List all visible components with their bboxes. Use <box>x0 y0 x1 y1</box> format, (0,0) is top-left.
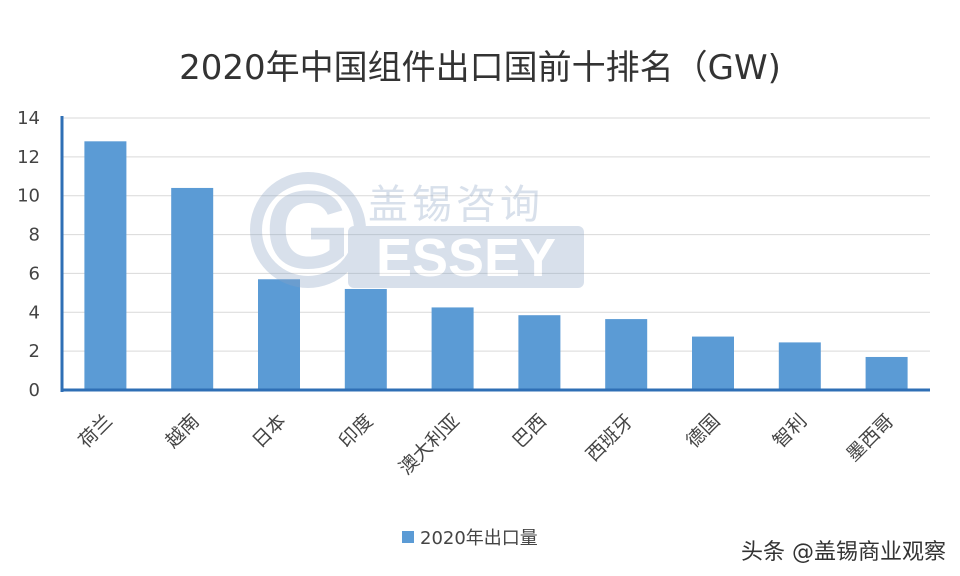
x-tick-label: 印度 <box>335 410 377 452</box>
bar <box>344 288 387 390</box>
x-tick-label: 越南 <box>161 410 203 452</box>
x-tick-label: 巴西 <box>508 410 550 452</box>
chart-title: 2020年中国组件出口国前十排名（GW) <box>179 48 781 88</box>
x-tick-label: 德国 <box>682 410 724 452</box>
y-tick-label: 6 <box>29 263 40 284</box>
bar <box>692 336 734 390</box>
bar <box>84 141 127 390</box>
x-tick-label: 日本 <box>248 410 290 452</box>
y-tick-label: 12 <box>17 147 40 168</box>
axes <box>60 116 930 392</box>
axis-labels: 0 2 4 6 8 10 12 14 荷兰 越南 日本 印度 澳大利亚 巴西 西班牙 德国 智利 墨西哥 <box>17 108 898 479</box>
legend-label: 2020年出口量 <box>420 528 538 549</box>
x-tick-label: 荷兰 <box>74 410 116 452</box>
y-tick-label: 8 <box>29 225 40 246</box>
x-tick-label: 澳大利亚 <box>395 410 464 479</box>
bar <box>605 319 648 390</box>
y-tick-label: 10 <box>17 186 40 207</box>
x-tick-label: 智利 <box>769 410 811 452</box>
legend-swatch <box>402 531 414 543</box>
source-credit: 头条 @盖锡商业观察 <box>741 540 946 565</box>
x-tick-label: 西班牙 <box>582 410 638 466</box>
legend: 2020年出口量 <box>402 525 538 549</box>
y-tick-label: 2 <box>29 341 40 362</box>
x-tick-label: 墨西哥 <box>842 410 898 466</box>
bar <box>778 342 821 390</box>
bar <box>171 187 214 390</box>
y-tick-label: 14 <box>17 108 40 129</box>
bars <box>84 141 908 390</box>
bar <box>865 356 908 390</box>
y-tick-label: 0 <box>29 380 40 401</box>
bar <box>518 315 561 390</box>
bar <box>258 279 300 390</box>
y-tick-label: 4 <box>29 302 40 323</box>
bar <box>431 307 474 390</box>
